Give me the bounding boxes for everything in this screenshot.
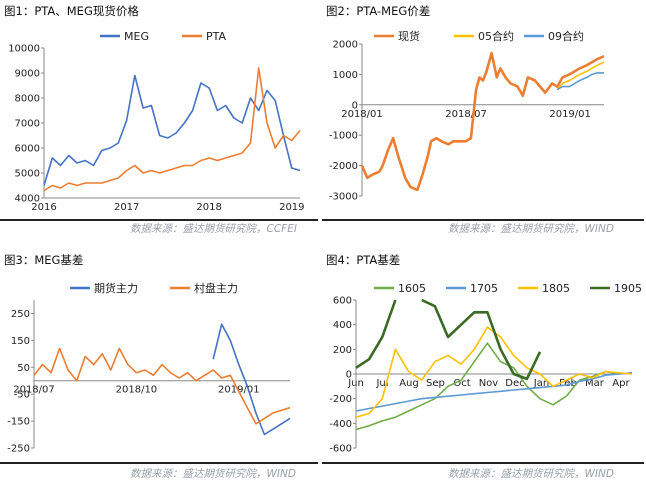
panel3-rule xyxy=(0,462,318,464)
y-tick-label: -150 xyxy=(7,417,30,428)
chart-pta-meg-spot: 4000 5000 6000 7000 8000 9000 10000 2016 2017 201… xyxy=(8,30,304,213)
chart-pta-basis: -600 -400 -200 0 200 400 600 Jun Jul Aug Sep Oct Nov… xyxy=(329,282,642,455)
x-tick-label: Jan xyxy=(533,378,549,389)
y-tick-label: 250 xyxy=(11,309,30,320)
x-tick-label: Apr xyxy=(612,378,630,389)
panel2-rule xyxy=(322,219,644,221)
x-tick-label: Aug xyxy=(399,378,419,389)
legend-label: 05合约 xyxy=(478,29,514,43)
legend-label: MEG xyxy=(124,30,149,43)
y-tick-label: 600 xyxy=(333,296,352,307)
y-tick-label: 9000 xyxy=(15,69,40,80)
panel1-rule xyxy=(0,219,318,221)
y-tick-label: 150 xyxy=(11,336,30,347)
x-tick-label: Sep xyxy=(426,378,445,389)
panel3-title: 图3：MEG基差 xyxy=(4,253,84,267)
y-tick-label: 0 xyxy=(352,100,358,111)
x-tick-label: 2018/01 xyxy=(341,109,383,120)
legend-label: 1805 xyxy=(542,282,570,295)
y-tick-label: -3000 xyxy=(329,192,358,203)
panel4-rule xyxy=(322,462,644,464)
chart-pta-meg-spread: -3000 -2000 -1000 0 1000 2000 2018/01 2018/07 20… xyxy=(329,29,605,203)
x-tick-label: Dec xyxy=(505,378,524,389)
series-line-2 xyxy=(33,347,291,425)
series-line-1 xyxy=(355,342,633,431)
y-tick-label: 400 xyxy=(333,320,352,331)
legend-label: 1705 xyxy=(470,282,498,295)
y-tick-label: 7000 xyxy=(15,119,40,130)
legend-label: 09合约 xyxy=(548,29,584,43)
x-tick-label: Oct xyxy=(453,378,470,389)
series-line-4 xyxy=(355,298,542,381)
panel4-source: 数据来源：盛达期货研究院，WIND xyxy=(448,468,614,480)
legend-label: 1905 xyxy=(614,282,642,295)
series-line-2 xyxy=(43,67,301,192)
y-tick-label: 200 xyxy=(333,345,352,356)
x-tick-label: 2018 xyxy=(196,202,221,213)
x-tick-label: 2017 xyxy=(114,202,139,213)
x-tick-label: Jul xyxy=(375,378,388,389)
panel2-source: 数据来源：盛达期货研究院，WIND xyxy=(448,223,614,235)
series-line-3 xyxy=(556,72,604,91)
legend-label: 1605 xyxy=(398,282,426,295)
y-tick-label: 6000 xyxy=(15,144,40,155)
x-tick-label: 2018/07 xyxy=(13,385,55,396)
y-tick-label: -1000 xyxy=(329,131,358,142)
y-tick-label: 50 xyxy=(17,363,30,374)
x-tick-label: Feb xyxy=(559,378,577,389)
y-tick-label: -50 xyxy=(14,390,30,401)
panel3-source: 数据来源：盛达期货研究院，WIND xyxy=(130,468,296,480)
y-tick-label: 10000 xyxy=(8,44,40,55)
legend-label: 期货主力 xyxy=(94,281,138,295)
y-tick-label: 4000 xyxy=(15,194,40,205)
y-tick-label: 5000 xyxy=(15,169,40,180)
series-line-1 xyxy=(43,74,301,186)
x-tick-label: 2018/10 xyxy=(116,385,158,396)
panel4-title: 图4：PTA基差 xyxy=(326,253,401,267)
y-tick-label: 2000 xyxy=(333,40,358,51)
series-line-1 xyxy=(360,51,605,192)
x-tick-label: 2019/01 xyxy=(549,109,591,120)
y-tick-label: -200 xyxy=(329,394,352,405)
y-tick-label: 1000 xyxy=(333,70,358,81)
legend-label: PTA xyxy=(206,30,226,43)
y-tick-label: -2000 xyxy=(329,161,358,172)
panel1-source: 数据来源：盛达期货研究院，CCFEI xyxy=(130,223,297,235)
y-tick-label: 0 xyxy=(346,370,352,381)
legend-label: 现货 xyxy=(398,29,420,43)
x-tick-label: Mar xyxy=(585,378,605,389)
series-line-2 xyxy=(556,61,605,91)
x-tick-label: Nov xyxy=(479,378,499,389)
x-tick-label: 2018/07 xyxy=(445,109,487,120)
x-tick-label: 2019 xyxy=(279,202,304,213)
legend-label: 村盘主力 xyxy=(194,281,238,295)
x-tick-label: Jun xyxy=(347,378,364,389)
series-line-2 xyxy=(355,372,633,412)
panel2-title: 图2：PTA-MEG价差 xyxy=(326,4,431,18)
x-tick-label: 2016 xyxy=(31,202,56,213)
y-tick-label: -600 xyxy=(329,444,352,455)
y-tick-label: -400 xyxy=(329,419,352,430)
y-tick-label: 8000 xyxy=(15,94,40,105)
panel1-title: 图1：PTA、MEG现货价格 xyxy=(4,4,139,18)
y-tick-label: -250 xyxy=(7,444,30,455)
series-line-1 xyxy=(212,323,291,436)
